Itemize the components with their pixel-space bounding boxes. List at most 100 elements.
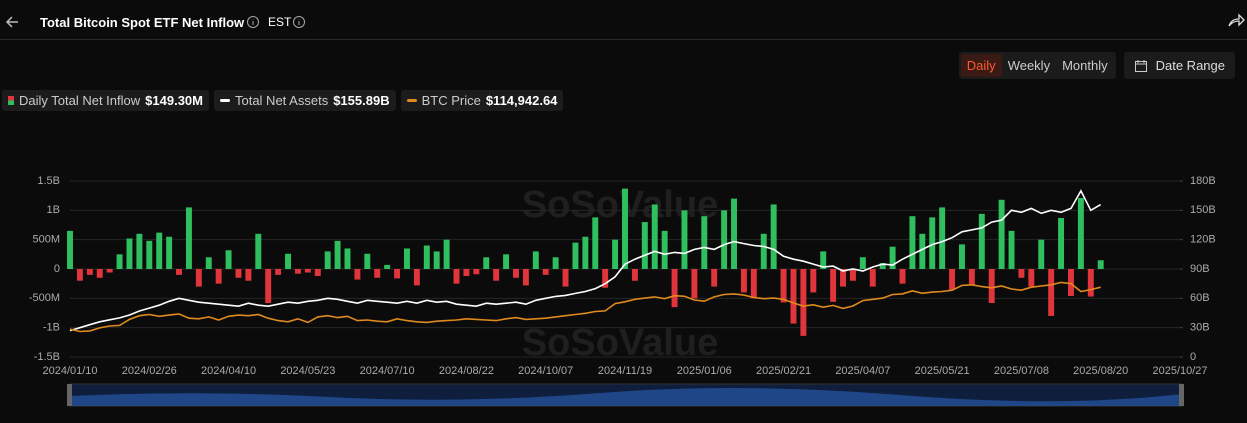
x-tick-label: 2025/10/27 bbox=[1152, 365, 1207, 377]
x-tick-label: 2025/01/06 bbox=[677, 365, 732, 377]
watermark: SoSoValue bbox=[522, 322, 718, 364]
legend-value: $114,942.64 bbox=[485, 93, 558, 108]
bar bbox=[879, 263, 886, 269]
legend-value: $155.89B bbox=[333, 93, 390, 108]
bar bbox=[413, 269, 420, 286]
x-tick-label: 2024/11/19 bbox=[598, 365, 652, 377]
bar bbox=[612, 239, 619, 269]
bar bbox=[67, 230, 73, 269]
back-arrow[interactable] bbox=[4, 12, 24, 32]
bar bbox=[949, 269, 956, 290]
bar bbox=[503, 254, 510, 269]
date-range-label: Date Range bbox=[1155, 58, 1225, 73]
y2-tick-label: 30B bbox=[1190, 322, 1210, 334]
bar bbox=[849, 269, 856, 281]
bar bbox=[899, 269, 906, 284]
bar bbox=[245, 269, 252, 281]
navigator-handle[interactable] bbox=[1179, 384, 1184, 406]
bar bbox=[1058, 217, 1065, 269]
x-tick-label: 2024/08/22 bbox=[439, 365, 494, 377]
y-tick-label: 500M bbox=[32, 234, 60, 246]
calendar-icon bbox=[1134, 59, 1147, 72]
legend-item[interactable]: Total Net Assets $155.89B bbox=[213, 90, 396, 111]
bar bbox=[116, 254, 123, 269]
period-button[interactable]: Monthly bbox=[1062, 58, 1108, 73]
bar bbox=[582, 236, 589, 269]
bar bbox=[572, 242, 579, 269]
share-icon[interactable] bbox=[1226, 11, 1246, 31]
bar bbox=[285, 253, 292, 269]
legend: Daily Total Net Inflow $149.30M Total Net … bbox=[2, 90, 564, 111]
line bbox=[69, 189, 1102, 332]
top-bar: Total Bitcoin Spot ETF Net Inflow EST bbox=[0, 0, 1247, 40]
bar bbox=[1068, 269, 1074, 296]
info-icon[interactable] bbox=[292, 15, 306, 29]
legend-item[interactable]: Daily Total Net Inflow $149.30M bbox=[2, 90, 209, 111]
info-icon[interactable] bbox=[246, 15, 260, 29]
bar bbox=[968, 269, 975, 286]
bar bbox=[1097, 260, 1104, 269]
bar bbox=[522, 269, 529, 286]
bar bbox=[185, 207, 192, 269]
bar bbox=[701, 216, 708, 269]
legend-swatch bbox=[406, 99, 417, 102]
bar bbox=[830, 269, 837, 302]
bar bbox=[374, 269, 381, 278]
bar bbox=[859, 257, 866, 269]
bar bbox=[731, 198, 737, 269]
x-tick-label: 2024/07/10 bbox=[360, 365, 415, 377]
x-tick-label: 2024/02/26 bbox=[122, 365, 177, 377]
y2-tick-label: 60B bbox=[1190, 292, 1210, 304]
bar bbox=[691, 269, 698, 299]
y2-tick-label: 150B bbox=[1190, 204, 1216, 216]
bar bbox=[403, 248, 410, 269]
bar bbox=[1008, 230, 1015, 269]
bar bbox=[394, 269, 401, 279]
bar bbox=[869, 269, 876, 287]
bar bbox=[195, 269, 202, 287]
x-tick-label: 2024/01/10 bbox=[42, 365, 97, 377]
x-tick-label: 2025/05/21 bbox=[915, 365, 970, 377]
bar bbox=[354, 269, 361, 280]
bar bbox=[780, 269, 787, 303]
bar bbox=[562, 269, 569, 287]
bar bbox=[265, 269, 272, 304]
legend-item[interactable]: BTC Price $114,942.64 bbox=[400, 90, 564, 111]
bar bbox=[483, 257, 490, 269]
legend-value: $149.30M bbox=[145, 93, 203, 108]
date-range-button[interactable]: Date Range bbox=[1123, 52, 1235, 79]
x-tick-label: 2025/08/20 bbox=[1073, 365, 1128, 377]
bar bbox=[136, 233, 143, 269]
bar bbox=[1077, 198, 1084, 269]
bar bbox=[453, 269, 460, 284]
bar bbox=[275, 269, 282, 275]
legend-swatch bbox=[8, 96, 14, 105]
bar bbox=[255, 233, 262, 269]
bar bbox=[433, 251, 440, 269]
bar bbox=[156, 232, 163, 269]
bar bbox=[671, 269, 678, 308]
legend-name: Total Net Assets bbox=[234, 93, 329, 108]
bar bbox=[840, 269, 847, 287]
bar bbox=[592, 217, 599, 269]
bar bbox=[334, 240, 341, 269]
bar bbox=[998, 199, 1005, 269]
bar bbox=[1038, 239, 1045, 269]
bar bbox=[711, 269, 718, 287]
bar bbox=[978, 213, 985, 269]
navigator-handle[interactable] bbox=[67, 384, 72, 406]
period-button[interactable]: Weekly bbox=[1007, 58, 1051, 73]
y2-tick-label: 180B bbox=[1190, 175, 1216, 187]
y-tick-label: -1B bbox=[43, 322, 60, 334]
bar bbox=[1048, 269, 1055, 316]
bar bbox=[146, 240, 153, 269]
bar bbox=[820, 251, 827, 269]
y2-tick-label: 0 bbox=[1190, 351, 1196, 363]
legend-name: Daily Total Net Inflow bbox=[19, 93, 141, 108]
bar bbox=[889, 246, 896, 269]
bar bbox=[542, 269, 549, 275]
bar bbox=[1018, 269, 1025, 278]
bar bbox=[493, 269, 500, 281]
period-button[interactable]: Daily bbox=[960, 54, 1002, 77]
